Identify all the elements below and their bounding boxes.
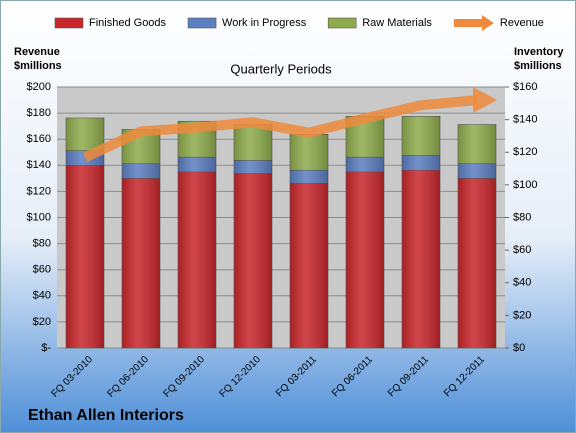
y-axis-label: Revenue — [14, 46, 60, 58]
arrow-head — [473, 87, 497, 114]
y-tick-label: $60 — [33, 264, 51, 276]
bar-sheen — [402, 116, 440, 156]
legend-item: Revenue — [453, 15, 544, 31]
y2-axis-label: $millions — [514, 60, 562, 72]
bar-sheen — [458, 124, 496, 164]
y-tick-label: $200 — [27, 81, 51, 93]
chart-title: Quarterly Periods — [230, 61, 332, 76]
bar-sheen — [178, 157, 216, 172]
bar-sheen — [402, 155, 440, 171]
bar-sheen — [234, 124, 272, 161]
legend-swatch — [54, 17, 84, 29]
y2-tick-label: $140 — [513, 114, 537, 126]
bar-sheen — [122, 178, 160, 348]
bar-sheen — [122, 163, 160, 179]
y-tick-label: $80 — [33, 238, 51, 250]
bar-sheen — [234, 173, 272, 348]
y-axis-label: $millions — [14, 60, 62, 72]
y-tick-label: $160 — [27, 133, 51, 145]
legend-label: Work in Progress — [222, 17, 307, 29]
y2-tick-label: $40 — [513, 277, 531, 289]
bar-sheen — [458, 178, 496, 348]
y2-tick-label: $80 — [513, 211, 531, 223]
bar-sheen — [66, 165, 104, 348]
bar-sheen — [290, 183, 328, 348]
y-tick-label: $40 — [33, 290, 51, 302]
bar-sheen — [346, 157, 384, 172]
y2-tick-label: $60 — [513, 244, 531, 256]
legend-label: Raw Materials — [362, 17, 432, 29]
legend-swatch — [187, 17, 217, 29]
revenue-line — [82, 95, 478, 163]
bar-sheen — [178, 171, 216, 348]
y-tick-label: $180 — [27, 107, 51, 119]
legend-label: Revenue — [500, 17, 544, 29]
y-tick-label: $100 — [27, 211, 51, 223]
bar-sheen — [290, 134, 328, 171]
legend-item: Work in Progress — [187, 17, 307, 29]
legend-swatch — [327, 17, 357, 29]
y2-tick-label: $120 — [513, 146, 537, 158]
bar-sheen — [346, 171, 384, 348]
y-tick-label: $140 — [27, 159, 51, 171]
y-tick-label: $20 — [33, 316, 51, 328]
y-tick-label: $- — [41, 342, 51, 354]
footer: Ethan Allen Interiors — [28, 407, 184, 424]
y2-tick-label: $20 — [513, 309, 531, 321]
bar-sheen — [458, 163, 496, 179]
y2-tick-label: $0 — [513, 342, 525, 354]
y2-tick-label: $160 — [513, 81, 537, 93]
bar-sheen — [290, 170, 328, 184]
y-tick-label: $120 — [27, 185, 51, 197]
bar-sheen — [402, 170, 440, 348]
legend-label: Finished Goods — [89, 17, 167, 29]
y2-axis-label: Inventory — [514, 46, 564, 58]
bar-sheen — [66, 117, 104, 151]
legend-item: Raw Materials — [327, 17, 432, 29]
y2-tick-label: $100 — [513, 179, 537, 191]
legend-swatch — [481, 15, 494, 31]
legend-item: Finished Goods — [54, 17, 167, 29]
bar-sheen — [234, 160, 272, 174]
